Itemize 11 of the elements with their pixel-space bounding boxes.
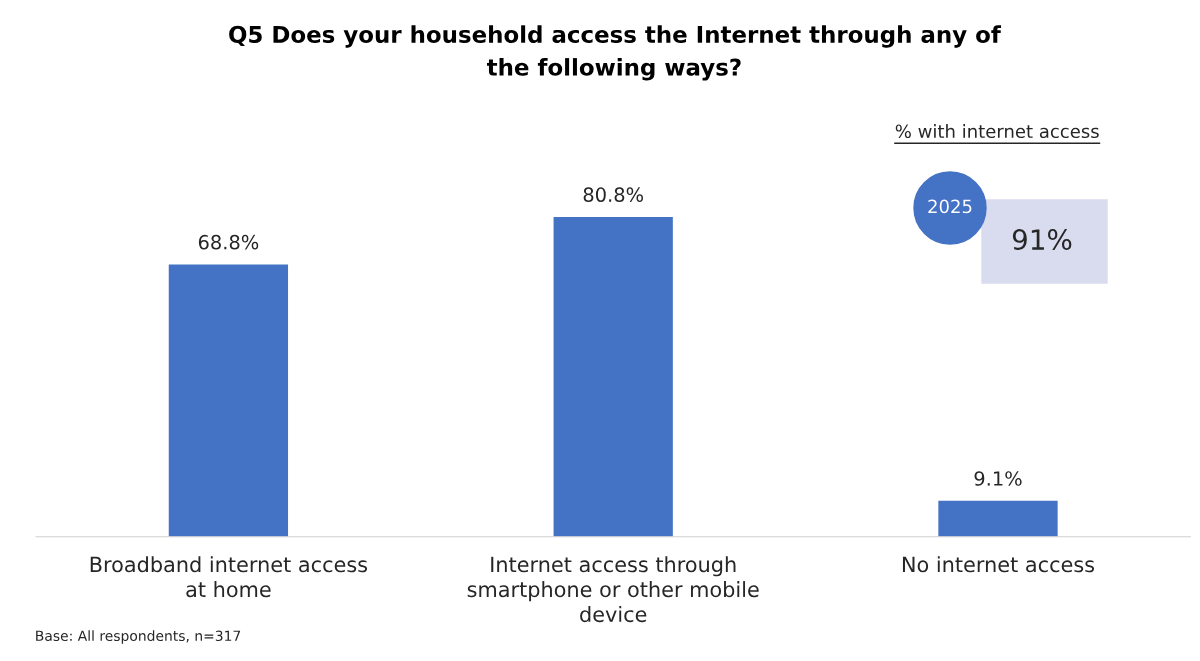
text: 2025 — [928, 199, 972, 214]
annotation: 91% — [1012, 229, 1072, 251]
data-label: 9.1% — [974, 471, 1022, 486]
x-tick-label: Broadband internet access at home — [90, 556, 368, 598]
text: % with internet access — [895, 124, 1099, 139]
text: Base: All respondents, n=317 — [36, 630, 241, 644]
chart-title: Q5 Does your household access the Internet through any of the following ways? — [229, 25, 1002, 81]
data-label: 68.8% — [198, 234, 259, 250]
data-label: 80.8% — [583, 187, 644, 203]
x-tick-label: Internet access through smartphone or other mobile device — [467, 556, 759, 623]
x-tick-label: No internet access — [902, 556, 1095, 573]
